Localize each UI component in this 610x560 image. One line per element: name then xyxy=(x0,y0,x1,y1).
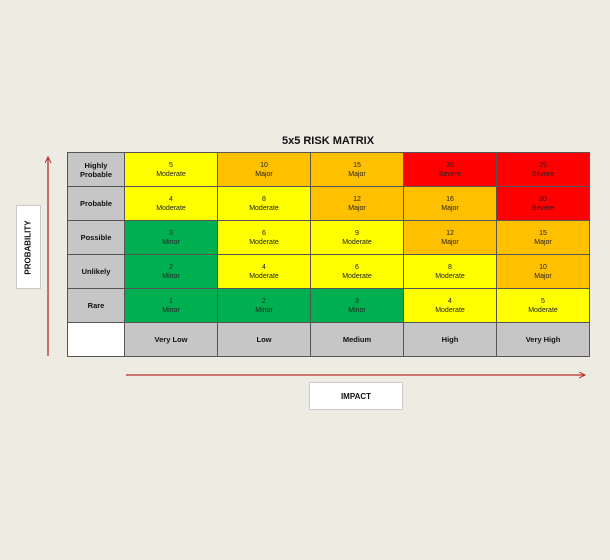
risk-score: 8 xyxy=(262,195,266,203)
corner-cell xyxy=(67,322,125,357)
risk-cell: 2 Minor xyxy=(217,288,311,323)
risk-rating: Major xyxy=(441,204,459,212)
risk-matrix-table: Highly Probable 5 Moderate 10 Major 15 Major 20… xyxy=(67,152,590,357)
matrix-row: Highly Probable 5 Moderate 10 Major 15 Major 20… xyxy=(67,152,590,187)
risk-rating: Major xyxy=(348,204,366,212)
impact-label: Medium xyxy=(310,322,404,357)
matrix-row: Possible 3 Minor 6 Moderate 9 Moderate 12 Major 1… xyxy=(67,220,590,255)
risk-rating: Minor xyxy=(162,238,180,246)
impact-axis-label: IMPACT xyxy=(309,382,403,410)
risk-score: 1 xyxy=(169,297,173,305)
impact-axis-text: IMPACT xyxy=(340,391,372,401)
risk-cell: 6 Moderate xyxy=(310,254,404,289)
risk-cell: 10 Major xyxy=(217,152,311,187)
risk-rating: Moderate xyxy=(342,238,372,246)
risk-score: 25 xyxy=(539,161,547,169)
impact-header-row: Very Low Low Medium High Very High xyxy=(67,322,590,357)
risk-score: 16 xyxy=(446,195,454,203)
risk-rating: Major xyxy=(534,238,552,246)
risk-cell: 2 Minor xyxy=(124,254,218,289)
risk-score: 6 xyxy=(262,229,266,237)
risk-score: 8 xyxy=(448,263,452,271)
risk-score: 10 xyxy=(539,263,547,271)
risk-rating: Minor xyxy=(348,306,366,314)
risk-cell: 15 Major xyxy=(310,152,404,187)
risk-cell: 20 Severe xyxy=(496,186,590,221)
probability-label: Possible xyxy=(67,220,125,255)
risk-rating: Minor xyxy=(162,306,180,314)
risk-rating: Major xyxy=(534,272,552,280)
matrix-row: Rare 1 Minor 2 Minor 3 Minor 4 Moderate 5 Moderate xyxy=(67,288,590,323)
probability-label: Rare xyxy=(67,288,125,323)
risk-cell: 4 Moderate xyxy=(124,186,218,221)
risk-rating: Moderate xyxy=(249,238,279,246)
risk-score: 10 xyxy=(260,161,268,169)
impact-label: High xyxy=(403,322,497,357)
risk-score: 2 xyxy=(169,263,173,271)
risk-score: 3 xyxy=(355,297,359,305)
risk-score: 3 xyxy=(169,229,173,237)
risk-rating: Severe xyxy=(531,204,555,212)
impact-label: Very High xyxy=(496,322,590,357)
risk-rating: Moderate xyxy=(528,306,558,314)
risk-rating: Moderate xyxy=(342,272,372,280)
risk-rating: Moderate xyxy=(249,204,279,212)
matrix-row: Unlikely 2 Minor 4 Moderate 6 Moderate 8 Moderat… xyxy=(67,254,590,289)
risk-rating: Major xyxy=(348,170,366,178)
matrix-row: Probable 4 Moderate 8 Moderate 12 Major 16 Major… xyxy=(67,186,590,221)
probability-label: Probable xyxy=(67,186,125,221)
risk-rating: Moderate xyxy=(249,272,279,280)
matrix-title: 5x5 RISK MATRIX xyxy=(281,135,375,147)
risk-rating: Severe xyxy=(438,170,462,178)
risk-score: 2 xyxy=(262,297,266,305)
impact-label: Low xyxy=(217,322,311,357)
risk-cell: 3 Minor xyxy=(310,288,404,323)
risk-score: 12 xyxy=(446,229,454,237)
risk-rating: Moderate xyxy=(156,204,186,212)
risk-cell: 9 Moderate xyxy=(310,220,404,255)
risk-score: 20 xyxy=(539,195,547,203)
risk-score: 4 xyxy=(262,263,266,271)
risk-rating: Major xyxy=(255,170,273,178)
risk-cell: 5 Moderate xyxy=(496,288,590,323)
risk-score: 9 xyxy=(355,229,359,237)
risk-score: 5 xyxy=(169,161,173,169)
risk-cell: 25 Severe xyxy=(496,152,590,187)
risk-score: 12 xyxy=(353,195,361,203)
risk-rating: Moderate xyxy=(156,170,186,178)
probability-axis-label: PROBABILITY xyxy=(16,205,41,289)
risk-rating: Major xyxy=(441,238,459,246)
risk-rating: Moderate xyxy=(435,272,465,280)
risk-rating: Severe xyxy=(531,170,555,178)
risk-score: 15 xyxy=(539,229,547,237)
risk-rating: Minor xyxy=(162,272,180,280)
risk-cell: 8 Moderate xyxy=(403,254,497,289)
risk-cell: 10 Major xyxy=(496,254,590,289)
risk-rating: Moderate xyxy=(435,306,465,314)
risk-score: 15 xyxy=(353,161,361,169)
risk-cell: 1 Minor xyxy=(124,288,218,323)
risk-cell: 20 Severe xyxy=(403,152,497,187)
risk-cell: 16 Major xyxy=(403,186,497,221)
risk-cell: 4 Moderate xyxy=(403,288,497,323)
risk-cell: 6 Moderate xyxy=(217,220,311,255)
risk-score: 6 xyxy=(355,263,359,271)
risk-cell: 8 Moderate xyxy=(217,186,311,221)
risk-score: 4 xyxy=(448,297,452,305)
risk-score: 4 xyxy=(169,195,173,203)
risk-score: 5 xyxy=(541,297,545,305)
risk-score: 20 xyxy=(446,161,454,169)
risk-rating: Minor xyxy=(255,306,273,314)
risk-cell: 4 Moderate xyxy=(217,254,311,289)
